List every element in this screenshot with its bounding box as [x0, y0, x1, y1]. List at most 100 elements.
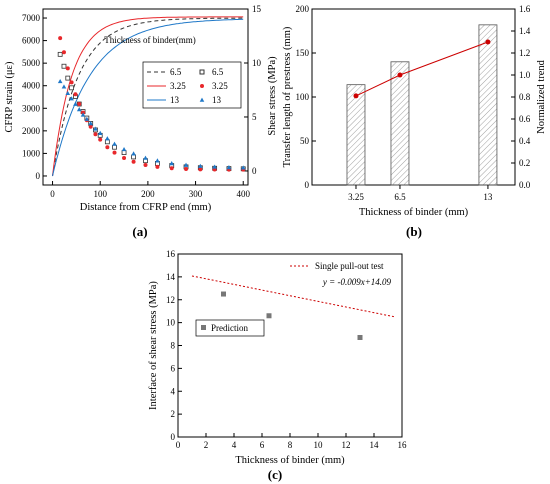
panel-c-chart: 0 2 4 6 8 10 12 14 16 0 2 4 6 8 10 12 14 16 Single pull-ou…	[148, 249, 407, 466]
shear-point	[112, 141, 117, 146]
shear-point	[155, 164, 160, 169]
fit-legend-label: Single pull-out test	[315, 261, 384, 271]
y-tick-label: 100	[296, 92, 310, 102]
y2-tick-label: 1.0	[519, 70, 531, 80]
shear-point	[112, 144, 117, 150]
y-tick-label: 0	[36, 171, 41, 181]
panel-a-chart: 0 100 200 300 400010002000300040005000600070…	[4, 4, 278, 213]
y2-tick-label: 0	[252, 166, 257, 176]
y-tick-label: 6000	[22, 36, 41, 46]
shear-point	[65, 75, 71, 81]
x-tick-label: 400	[236, 189, 250, 199]
prediction-legend-box	[195, 319, 265, 337]
y2-tick-label: 0.4	[519, 136, 531, 146]
shear-point	[98, 137, 103, 142]
x-axis-title: Distance from CFRP end (mm)	[80, 202, 212, 213]
y-tick-label: 1000	[22, 148, 41, 158]
shear-point	[226, 165, 232, 170]
shear-point	[93, 132, 98, 137]
y-axis-title: CFRP strain (με)	[4, 61, 15, 132]
shear-point	[143, 163, 148, 168]
prediction-legend-label: Prediction	[211, 323, 248, 333]
x-tick-label: 6.5	[394, 192, 406, 202]
x-tick-label: 6	[260, 440, 265, 450]
y2-tick-label: 10	[252, 58, 262, 68]
y2-axis-title: Normalized trend	[536, 59, 547, 134]
strain-curve-3-25	[52, 16, 244, 177]
x-tick-label: 300	[189, 189, 203, 199]
shear-point	[169, 166, 174, 171]
legend-marker	[199, 97, 205, 102]
x-tick-label: 200	[141, 189, 155, 199]
x-axis-title: Thickness of binder (mm)	[235, 455, 345, 466]
y-tick-label: 7000	[22, 13, 41, 23]
legend-label: 6.5	[212, 67, 224, 77]
bar	[346, 84, 366, 186]
prediction-point	[221, 291, 226, 297]
shear-point	[84, 116, 90, 121]
panel-b-label: (b)	[406, 224, 422, 239]
shear-point	[73, 92, 78, 97]
x-tick-label: 0	[50, 189, 55, 199]
y2-tick-label: 0.6	[519, 114, 531, 124]
shear-point	[58, 36, 63, 41]
legend-label: 13	[212, 95, 222, 105]
y-tick-label: 3000	[22, 103, 41, 113]
y-tick-label: 14	[166, 272, 176, 282]
panel-a-label: (a)	[132, 224, 147, 239]
trend-point	[353, 93, 359, 99]
legend-label: 13	[170, 95, 180, 105]
y-tick-label: 2000	[22, 126, 41, 136]
shear-point	[105, 136, 110, 141]
x-tick-label: 10	[314, 440, 324, 450]
prediction-legend-marker	[201, 325, 206, 330]
shear-point	[105, 145, 110, 150]
y2-tick-label: 0.8	[519, 92, 531, 102]
y-tick-label: 8	[171, 341, 176, 351]
legend-title: Thickness of binder(mm)	[104, 35, 195, 45]
y-tick-label: 0	[305, 180, 310, 190]
shear-point	[240, 165, 246, 170]
prediction-point	[357, 334, 363, 340]
trend-point	[397, 72, 403, 78]
shear-point	[212, 164, 217, 169]
legend-marker	[200, 84, 204, 88]
shear-point	[69, 85, 75, 91]
y-tick-label: 6	[171, 363, 176, 373]
x-tick-label: 2	[204, 440, 209, 450]
x-tick-label: 100	[93, 189, 107, 199]
shear-point	[65, 90, 71, 96]
shear-point	[76, 107, 82, 112]
y-axis-title: Interface of shear stress (MPa)	[148, 281, 159, 410]
y-axis-title: Transfer length of prestress (mm)	[282, 26, 293, 167]
shear-point	[61, 63, 67, 69]
shear-point	[88, 124, 93, 129]
shear-point	[184, 167, 189, 172]
shear-point	[131, 154, 136, 160]
shear-point	[131, 151, 136, 156]
bar	[390, 61, 410, 186]
shear-point	[61, 50, 66, 55]
shear-point	[69, 80, 74, 85]
shear-point	[61, 84, 67, 89]
shear-point	[183, 162, 189, 167]
y-tick-label: 4	[171, 386, 176, 396]
shear-point	[97, 130, 103, 135]
y-tick-label: 5000	[22, 58, 41, 68]
strain-curve-13	[52, 18, 244, 177]
plot-frame	[42, 8, 249, 186]
shear-point	[122, 156, 127, 161]
x-tick-label: 16	[398, 440, 408, 450]
shear-point	[121, 150, 127, 156]
y-tick-label: 150	[296, 48, 310, 58]
shear-point	[112, 150, 117, 155]
x-tick-label: 12	[342, 440, 351, 450]
strain-curve-6-5	[52, 17, 244, 177]
trend-line	[355, 41, 489, 97]
y-tick-label: 16	[166, 249, 176, 259]
y-tick-label: 50	[300, 136, 310, 146]
y-tick-label: 2	[171, 409, 176, 419]
y2-tick-label: 1.2	[519, 48, 530, 58]
panel-b-chart: 0 50 100 150 200 0.0 0.2 0.4 0.6 0.8 1.0 1.2 1.4 1.6 3…	[282, 4, 547, 218]
